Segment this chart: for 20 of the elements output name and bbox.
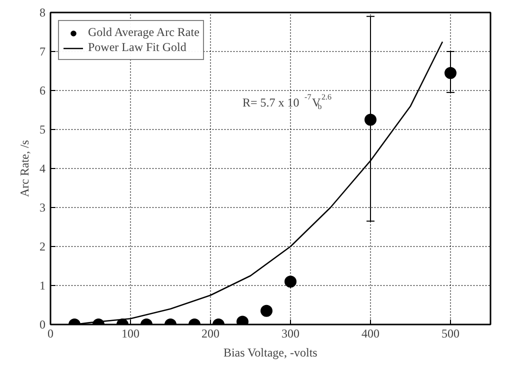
x-tick-label: 400 bbox=[362, 326, 380, 340]
y-tick-label: 2 bbox=[40, 240, 46, 254]
y-tick-label: 8 bbox=[40, 6, 46, 20]
y-tick-label: 0 bbox=[40, 318, 46, 332]
y-tick-label: 6 bbox=[40, 84, 46, 98]
legend-label: Power Law Fit Gold bbox=[88, 40, 186, 55]
y-axis-title: Arc Rate, /s bbox=[18, 140, 32, 197]
x-tick-label: 500 bbox=[442, 326, 460, 340]
y-tick-label: 4 bbox=[40, 162, 46, 176]
legend-label: Gold Average Arc Rate bbox=[88, 25, 200, 40]
x-axis-title: Bias Voltage, -volts bbox=[223, 346, 318, 360]
x-tick-label: 100 bbox=[122, 326, 140, 340]
y-tick-label: 1 bbox=[40, 278, 46, 292]
point bbox=[364, 114, 376, 126]
y-tick-label: 7 bbox=[40, 44, 46, 58]
y-tick-label: 3 bbox=[40, 200, 46, 214]
x-tick-label: 200 bbox=[202, 326, 220, 340]
y-tick-label: 5 bbox=[40, 122, 46, 136]
x-tick-label: 300 bbox=[282, 326, 300, 340]
point bbox=[444, 66, 456, 79]
